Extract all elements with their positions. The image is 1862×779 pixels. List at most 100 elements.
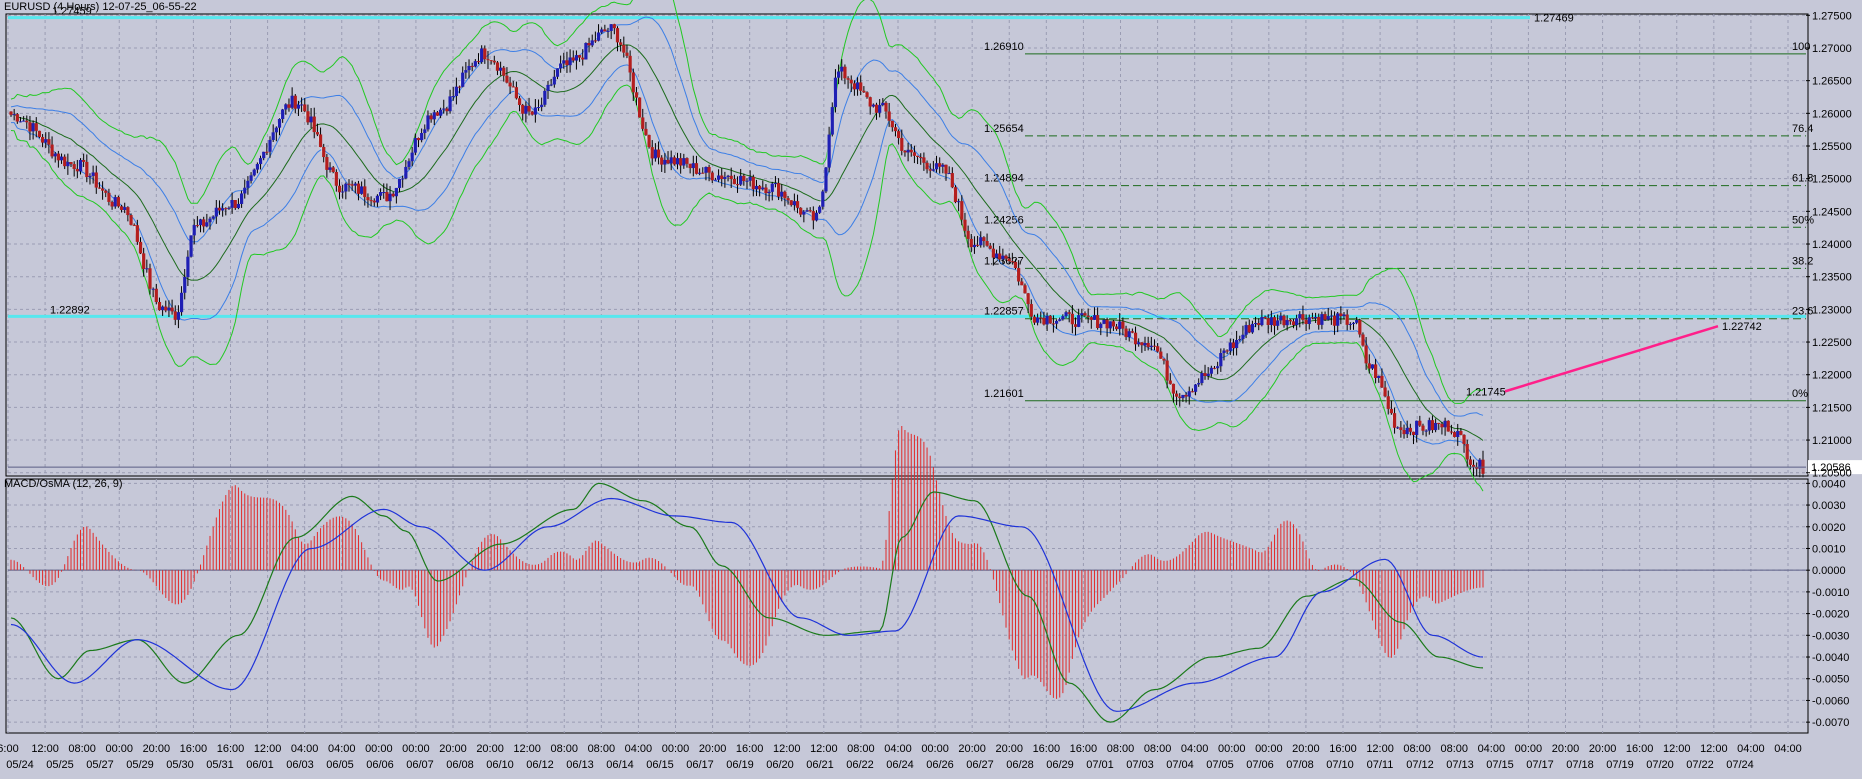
candle-body — [1045, 315, 1049, 325]
candle-body — [1339, 313, 1343, 317]
candle-body — [1424, 430, 1428, 432]
candle-body — [596, 32, 601, 41]
time-tick-label: 16:00 — [1070, 743, 1098, 755]
candle-body — [1418, 420, 1422, 426]
candle-body — [837, 71, 841, 78]
candle-body — [211, 216, 215, 219]
candle-body — [966, 230, 970, 239]
candle-body — [1405, 427, 1409, 435]
candle-body — [559, 63, 563, 69]
candle-body — [350, 184, 354, 186]
candle-body — [641, 117, 645, 129]
candle-body — [1285, 320, 1289, 326]
candle-body — [157, 301, 162, 311]
candle-body — [1272, 317, 1277, 326]
candle-body — [1073, 324, 1078, 327]
time-tick-label: 20:00 — [699, 743, 727, 755]
fib-percent-label: 100 — [1792, 41, 1810, 53]
date-tick-label: 06/13 — [566, 759, 594, 771]
candle-body — [811, 211, 815, 221]
time-tick-label: 16:00 — [217, 743, 245, 755]
candle-body — [416, 137, 421, 141]
candle-body — [1257, 323, 1261, 326]
candle-body — [423, 129, 427, 134]
candle-body — [1310, 317, 1315, 319]
horizontal-levels: 1.27459 1.27469 1.22892 1.26910 100 1.25654 76… — [8, 6, 1814, 402]
date-tick-label: 07/15 — [1486, 759, 1514, 771]
candle-body — [1389, 408, 1393, 414]
fib-price-label: 1.24894 — [984, 173, 1024, 185]
candle-body — [1351, 322, 1356, 324]
candle-body — [1307, 317, 1311, 324]
candle-body — [328, 167, 332, 170]
time-tick-label: 00:00 — [921, 743, 949, 755]
fib-percent-label: 50% — [1792, 214, 1814, 226]
candle-body — [1048, 315, 1052, 324]
candle-body — [1064, 312, 1068, 317]
candle-body — [1276, 320, 1280, 326]
candle-body — [679, 158, 683, 166]
candle-body — [151, 288, 155, 290]
candle-body — [735, 184, 740, 186]
candle-body — [1471, 464, 1476, 468]
price-panel[interactable] — [5, 13, 1809, 477]
time-tick-label: 12:00 — [810, 743, 838, 755]
candle-body — [814, 212, 819, 221]
candle-body — [941, 164, 945, 167]
candle-body — [1370, 364, 1375, 369]
candle-body — [1374, 364, 1378, 379]
price-tick-label: 1.21000 — [1812, 435, 1852, 447]
time-tick-label: 12:00 — [513, 743, 541, 755]
time-tick-label: 6:00 — [0, 743, 19, 755]
candle-body — [1080, 313, 1084, 316]
candle-body — [290, 95, 294, 108]
fib-price-label: 1.25654 — [984, 123, 1024, 135]
candle-body — [713, 179, 718, 181]
candle-body — [1099, 323, 1103, 329]
candle-body — [821, 191, 825, 207]
time-tick-label: 16:00 — [1033, 743, 1061, 755]
time-tick-label: 00:00 — [105, 743, 133, 755]
candle-body — [448, 96, 452, 112]
time-tick-label: 04:00 — [884, 743, 912, 755]
candle-body — [739, 175, 743, 185]
candle-body — [1070, 313, 1074, 325]
candle-body — [1004, 255, 1008, 259]
candle-body — [75, 168, 79, 172]
candle-body — [186, 256, 190, 278]
candle-body — [1171, 383, 1176, 394]
macd-panel[interactable] — [5, 478, 1809, 734]
candle-body — [972, 244, 977, 248]
candle-body — [792, 201, 796, 206]
candle-body — [577, 55, 582, 58]
time-tick-label: 00:00 — [402, 743, 430, 755]
candle-body — [170, 307, 174, 312]
candle-body — [277, 119, 282, 128]
price-tick-label: 1.22000 — [1812, 370, 1852, 382]
candle-body — [581, 57, 585, 60]
candle-body — [183, 277, 187, 293]
price-tick-label: 1.23500 — [1812, 272, 1852, 284]
candle-body — [1329, 315, 1333, 317]
time-tick-label: 00:00 — [365, 743, 393, 755]
candle-body — [198, 219, 203, 226]
candle-body — [31, 123, 35, 132]
candle-body — [300, 104, 304, 106]
time-tick-label: 08:00 — [847, 743, 875, 755]
candle-body — [145, 268, 149, 270]
candle-body — [957, 201, 961, 203]
candle-body — [799, 207, 803, 215]
candle-body — [258, 158, 263, 165]
time-tick-label: 08:00 — [1440, 743, 1468, 755]
price-tick-label: 1.27500 — [1812, 10, 1852, 22]
date-tick-label: 06/20 — [766, 759, 794, 771]
macd-tick-label: 0.0010 — [1812, 543, 1846, 555]
candle-body — [1304, 319, 1308, 324]
candle-body — [1415, 420, 1419, 435]
candle-body — [1105, 319, 1109, 329]
candle-body — [129, 215, 133, 225]
candle-body — [963, 219, 967, 231]
candle-body — [154, 288, 158, 302]
candle-body — [457, 86, 462, 88]
